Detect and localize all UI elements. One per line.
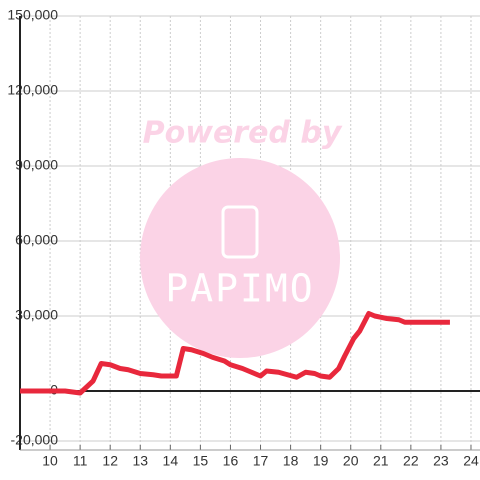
y-tick-label: 90,000 bbox=[15, 157, 58, 173]
x-tick-label: 10 bbox=[42, 453, 58, 469]
y-tick-label: 60,000 bbox=[15, 232, 58, 248]
x-tick-label: 13 bbox=[132, 453, 148, 469]
x-tick-label: 16 bbox=[223, 453, 239, 469]
watermark-text: Powered by bbox=[143, 116, 343, 151]
plot: -20,000030,00060,00090,000120,000150,000… bbox=[7, 7, 480, 469]
x-tick-label: 24 bbox=[463, 453, 479, 469]
y-tick-label: 150,000 bbox=[7, 7, 58, 23]
watermark-brand: PAPIMO bbox=[165, 267, 314, 311]
x-tick-label: 11 bbox=[73, 453, 88, 469]
watermark-phone bbox=[221, 205, 259, 259]
x-tick-label: 20 bbox=[343, 453, 359, 469]
watermark: Powered by PAPIMO bbox=[140, 116, 343, 358]
y-tick-label: 30,000 bbox=[15, 307, 58, 323]
x-tick-label: 17 bbox=[253, 453, 269, 469]
x-tick-label: 21 bbox=[373, 453, 389, 469]
x-tick-label: 23 bbox=[433, 453, 449, 469]
x-tick-label: 15 bbox=[193, 453, 209, 469]
data-line bbox=[20, 311, 450, 396]
x-tick-label: 18 bbox=[283, 453, 299, 469]
x-tick-label: 22 bbox=[403, 453, 419, 469]
y-tick-label: -20,000 bbox=[11, 432, 59, 448]
x-tick-label: 19 bbox=[313, 453, 329, 469]
x-tick-label: 12 bbox=[102, 453, 118, 469]
x-tick-label: 14 bbox=[163, 453, 179, 469]
y-tick-label: 120,000 bbox=[7, 82, 58, 98]
